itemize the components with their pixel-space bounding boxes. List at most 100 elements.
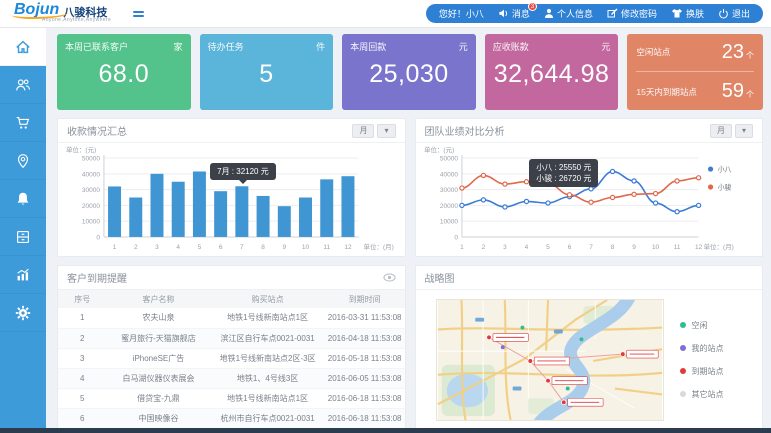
customer-expiry-panel: 客户到期提醒 序号 客户名称 购买站点 到期时间 1 农夫山泉 地铁1号线新南站点1区 20… bbox=[57, 265, 406, 428]
line-chart-canvas[interactable]: 0 10000 20000 30000 40000 50000 单位：(元) 1 2 3 4 5 6 7 8… bbox=[416, 143, 763, 256]
table-body: 1 农夫山泉 地铁1号线新南站点1区 2016-03-31 11:53:08 2 蜜月旅行… bbox=[58, 308, 405, 428]
table-cell: 6 bbox=[58, 408, 107, 428]
sidebar-item-customers[interactable] bbox=[0, 66, 46, 104]
sidebar-item-reports[interactable] bbox=[0, 256, 46, 294]
greeting-user[interactable]: 您好！小八 bbox=[439, 7, 484, 20]
sidebar-item-sites[interactable] bbox=[0, 142, 46, 180]
table-column-header: 到期时间 bbox=[324, 290, 405, 308]
svg-text:9: 9 bbox=[282, 244, 286, 251]
gear-icon bbox=[15, 305, 31, 320]
profile-menu-item[interactable]: 个人信息 bbox=[544, 7, 593, 20]
bell-icon bbox=[17, 192, 29, 205]
card-value: 25,030 bbox=[369, 60, 449, 88]
card-label: 本周已联系客户 bbox=[65, 42, 129, 52]
svg-text:50000: 50000 bbox=[439, 156, 457, 163]
table-row[interactable]: 1 农夫山泉 地铁1号线新南站点1区 2016-03-31 11:53:08 bbox=[58, 308, 405, 329]
panel-header: 收款情况汇总 月 ▾ bbox=[58, 119, 405, 143]
card-weekly-payment: 本周回款 元 25,030 bbox=[342, 34, 476, 110]
svg-text:10000: 10000 bbox=[82, 219, 100, 226]
card-label: 应收账款 bbox=[492, 42, 529, 52]
sidebar-item-home[interactable] bbox=[0, 28, 46, 66]
svg-text:30000: 30000 bbox=[439, 187, 457, 194]
messages-menu-item[interactable]: 消息 3 bbox=[498, 2, 537, 20]
svg-text:8: 8 bbox=[261, 244, 265, 251]
charts-row: 收款情况汇总 月 ▾ 0 10000 20000 30000 40000 50000 单位：… bbox=[57, 118, 763, 257]
legend-item: 空闲 bbox=[679, 320, 724, 331]
sidebar-item-archive[interactable] bbox=[0, 218, 46, 256]
table-cell: 2016-03-31 11:53:08 bbox=[324, 308, 405, 329]
period-caret-button[interactable]: ▾ bbox=[377, 123, 396, 138]
table-column-header: 序号 bbox=[58, 290, 107, 308]
table-row[interactable]: 2 蜜月旅行-天猫旗舰店 滨江区自行车点0021-0031 2016-04-18 11… bbox=[58, 328, 405, 349]
card-unit: 元 bbox=[601, 42, 611, 52]
speaker-icon bbox=[499, 9, 508, 18]
bar-chart-icon bbox=[17, 268, 29, 280]
table-cell: 2016-04-18 11:53:08 bbox=[324, 328, 405, 349]
users-icon bbox=[16, 78, 30, 90]
period-select-button[interactable]: 月 bbox=[709, 123, 732, 138]
period-select-button[interactable]: 月 bbox=[352, 123, 375, 138]
sidebar-item-sales[interactable] bbox=[0, 104, 46, 142]
svg-text:小骏: 小骏 bbox=[717, 183, 731, 192]
stat-cards-row: 本周已联系客户 家 68.0 待办任务 件 5 本周回款 元 25,030 应收账款 元… bbox=[57, 34, 763, 110]
table-cell: 2016-06-18 11:53:08 bbox=[324, 408, 405, 428]
strategy-map[interactable] bbox=[435, 298, 664, 421]
eye-icon[interactable] bbox=[382, 273, 396, 282]
card-label: 待办任务 bbox=[207, 42, 244, 52]
site-card-divider bbox=[636, 71, 754, 73]
table-row[interactable]: 4 白马湖仪器仪表展会 地铁1、4号线3区 2016-06-05 11:53:08 bbox=[58, 368, 405, 389]
card-pending-tasks: 待办任务 件 5 bbox=[199, 34, 334, 110]
table-cell: 借贷宝-九鼎 bbox=[106, 388, 211, 409]
card-unit: 件 bbox=[316, 42, 326, 52]
svg-text:0: 0 bbox=[96, 234, 100, 241]
svg-text:10: 10 bbox=[302, 244, 310, 251]
period-caret-button[interactable]: ▾ bbox=[734, 123, 753, 138]
panel-header: 团队业绩对比分析 月 ▾ bbox=[415, 119, 762, 143]
table-cell: 白马湖仪器仪表展会 bbox=[106, 368, 211, 389]
legend-dot bbox=[679, 322, 686, 328]
svg-text:10: 10 bbox=[651, 244, 659, 251]
team-comparison-panel: 团队业绩对比分析 月 ▾ 0 10000 20000 30000 40000 50000 单… bbox=[414, 118, 763, 257]
drawer-icon bbox=[17, 230, 29, 243]
cart-icon bbox=[16, 116, 30, 129]
expiry-table: 序号 客户名称 购买站点 到期时间 1 农夫山泉 地铁1号线新南站点1区 2016-03-3… bbox=[58, 290, 405, 428]
svg-text:3: 3 bbox=[503, 244, 507, 251]
table-cell: 农夫山泉 bbox=[106, 308, 211, 329]
table-row[interactable]: 3 iPhoneSE广告 地铁1号线新南站点2区-3区 2016-05-18 11:5… bbox=[58, 348, 405, 369]
table-row[interactable]: 5 借贷宝-九鼎 地铁1号线新南站点1区 2016-06-18 11:53:08 bbox=[58, 388, 405, 409]
collapse-menu-icon[interactable] bbox=[133, 8, 146, 19]
greeting-label: 您好！小八 bbox=[438, 9, 484, 19]
legend-label: 其它站点 bbox=[691, 389, 724, 399]
map-legend: 空闲 我的站点 到期站点 其它站点 bbox=[679, 320, 724, 400]
home-icon bbox=[16, 40, 30, 53]
svg-text:12: 12 bbox=[694, 244, 702, 251]
sidebar-item-reminders[interactable] bbox=[0, 180, 46, 218]
svg-text:小八: 小八 bbox=[717, 165, 731, 174]
legend-item: 其它站点 bbox=[679, 389, 724, 400]
svg-text:2: 2 bbox=[481, 244, 485, 251]
logo-swoosh-decoration bbox=[12, 9, 68, 19]
svg-text:7: 7 bbox=[589, 244, 593, 251]
table-cell: 2016-05-18 11:53:08 bbox=[324, 348, 405, 369]
svg-text:10000: 10000 bbox=[439, 219, 457, 226]
bottom-row: 客户到期提醒 序号 客户名称 购买站点 到期时间 1 农夫山泉 地铁1号线新南站点1区 20… bbox=[57, 265, 763, 428]
top-bar: Bojun 八骏科技 Anyone,Anytime,Anywhere 您好！小八… bbox=[0, 0, 771, 28]
table-row[interactable]: 6 中国映像谷 杭州市自行车点0021-0031 2016-06-18 11:53:0… bbox=[58, 408, 405, 428]
bar-chart-canvas[interactable]: 0 10000 20000 30000 40000 50000 单位：(元) 1 2 3 4 5 6 7 8… bbox=[58, 143, 405, 256]
logout-menu-item[interactable]: 退出 bbox=[718, 7, 750, 20]
change-password-menu-item[interactable]: 修改密码 bbox=[607, 7, 657, 20]
table-cell: 3 bbox=[58, 348, 107, 369]
svg-text:0: 0 bbox=[454, 234, 458, 241]
sidebar-item-settings[interactable] bbox=[0, 294, 46, 332]
idle-sites-value: 23 bbox=[721, 40, 744, 63]
svg-text:20000: 20000 bbox=[82, 203, 100, 210]
panel-title: 客户到期提醒 bbox=[67, 274, 127, 285]
expiring-sites-value: 59 bbox=[721, 80, 744, 103]
svg-text:单位：(元): 单位：(元) bbox=[66, 145, 96, 154]
table-cell: 地铁1号线新南站点1区 bbox=[210, 388, 325, 409]
panel-header: 战略图 bbox=[415, 266, 762, 290]
change-skin-menu-item[interactable]: 换肤 bbox=[671, 7, 704, 20]
svg-text:1: 1 bbox=[113, 244, 117, 251]
legend-label: 我的站点 bbox=[691, 343, 724, 353]
table-cell: 1 bbox=[58, 308, 107, 329]
